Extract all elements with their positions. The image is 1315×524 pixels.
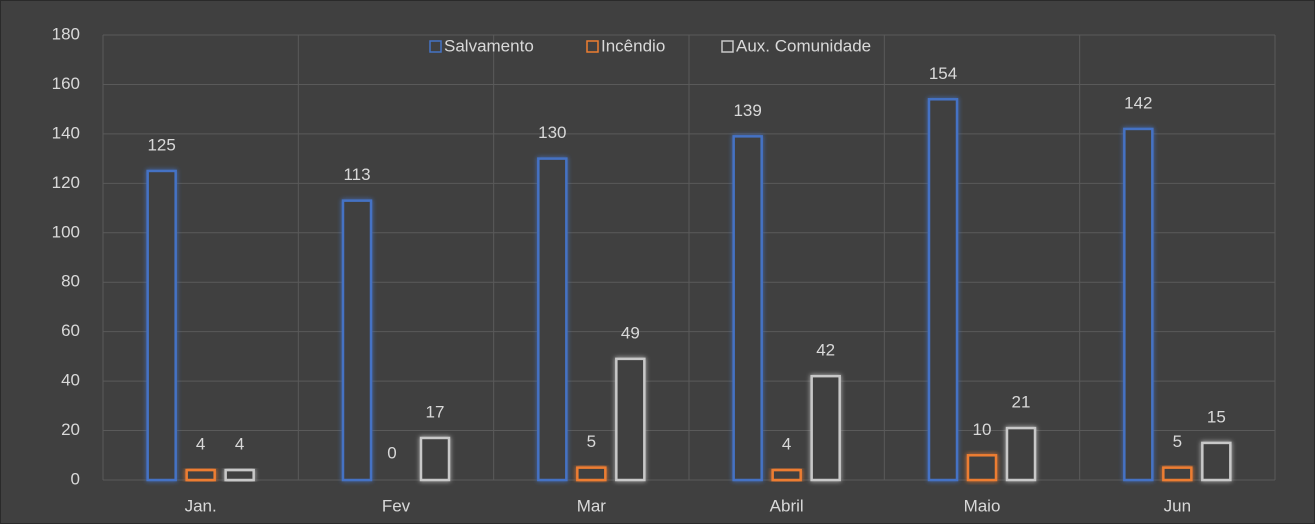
bar: [341, 199, 373, 482]
data-label: 125: [147, 135, 175, 154]
bar: [966, 454, 998, 482]
bar: [771, 468, 802, 482]
y-tick-label: 140: [52, 123, 80, 142]
y-tick-label: 80: [61, 272, 80, 291]
data-label: 154: [929, 64, 957, 83]
bar: [927, 98, 959, 482]
bar: [732, 135, 763, 482]
data-label: 5: [1173, 432, 1182, 451]
bar: [1005, 426, 1037, 482]
x-tick-label: Jan.: [185, 496, 217, 515]
data-label: 130: [538, 123, 566, 142]
bar: [1123, 127, 1154, 482]
bar: [146, 169, 177, 482]
bar: [224, 468, 255, 482]
y-tick-label: 0: [71, 469, 80, 488]
bar: [1162, 466, 1193, 482]
y-tick-label: 60: [61, 321, 80, 340]
legend-label: Incêndio: [601, 36, 665, 55]
y-tick-label: 100: [52, 222, 80, 241]
legend-swatch: [586, 40, 599, 53]
legend-label: Aux. Comunidade: [736, 36, 871, 55]
y-tick-label: 160: [52, 74, 80, 93]
x-tick-label: Mar: [577, 496, 607, 515]
data-label: 4: [782, 435, 791, 454]
bar: [615, 357, 646, 482]
legend-swatch: [721, 40, 734, 53]
data-label: 42: [816, 341, 835, 360]
bar: [419, 436, 451, 482]
data-label: 139: [733, 101, 761, 120]
bar: [1201, 441, 1232, 482]
data-label: 4: [196, 435, 205, 454]
data-label: 142: [1124, 93, 1152, 112]
y-tick-label: 180: [52, 24, 80, 43]
data-label: 21: [1012, 393, 1031, 412]
bar: [576, 466, 607, 482]
data-label: 49: [621, 323, 640, 342]
data-label: 15: [1207, 407, 1226, 426]
y-tick-label: 20: [61, 420, 80, 439]
bar: [810, 374, 841, 482]
data-label: 4: [235, 435, 244, 454]
x-tick-label: Maio: [964, 496, 1001, 515]
data-label: 10: [973, 420, 992, 439]
legend-swatch: [429, 40, 442, 53]
data-label: 0: [387, 443, 396, 462]
data-label: 5: [587, 432, 596, 451]
x-tick-label: Fev: [382, 496, 411, 515]
data-label: 113: [343, 165, 370, 184]
bar: [537, 157, 568, 482]
x-tick-label: Jun: [1164, 496, 1191, 515]
x-tick-label: Abril: [770, 496, 804, 515]
y-tick-label: 40: [61, 371, 80, 390]
data-label: 17: [426, 402, 445, 421]
legend-label: Salvamento: [444, 36, 534, 55]
y-tick-label: 120: [52, 173, 80, 192]
bar: [185, 468, 216, 482]
